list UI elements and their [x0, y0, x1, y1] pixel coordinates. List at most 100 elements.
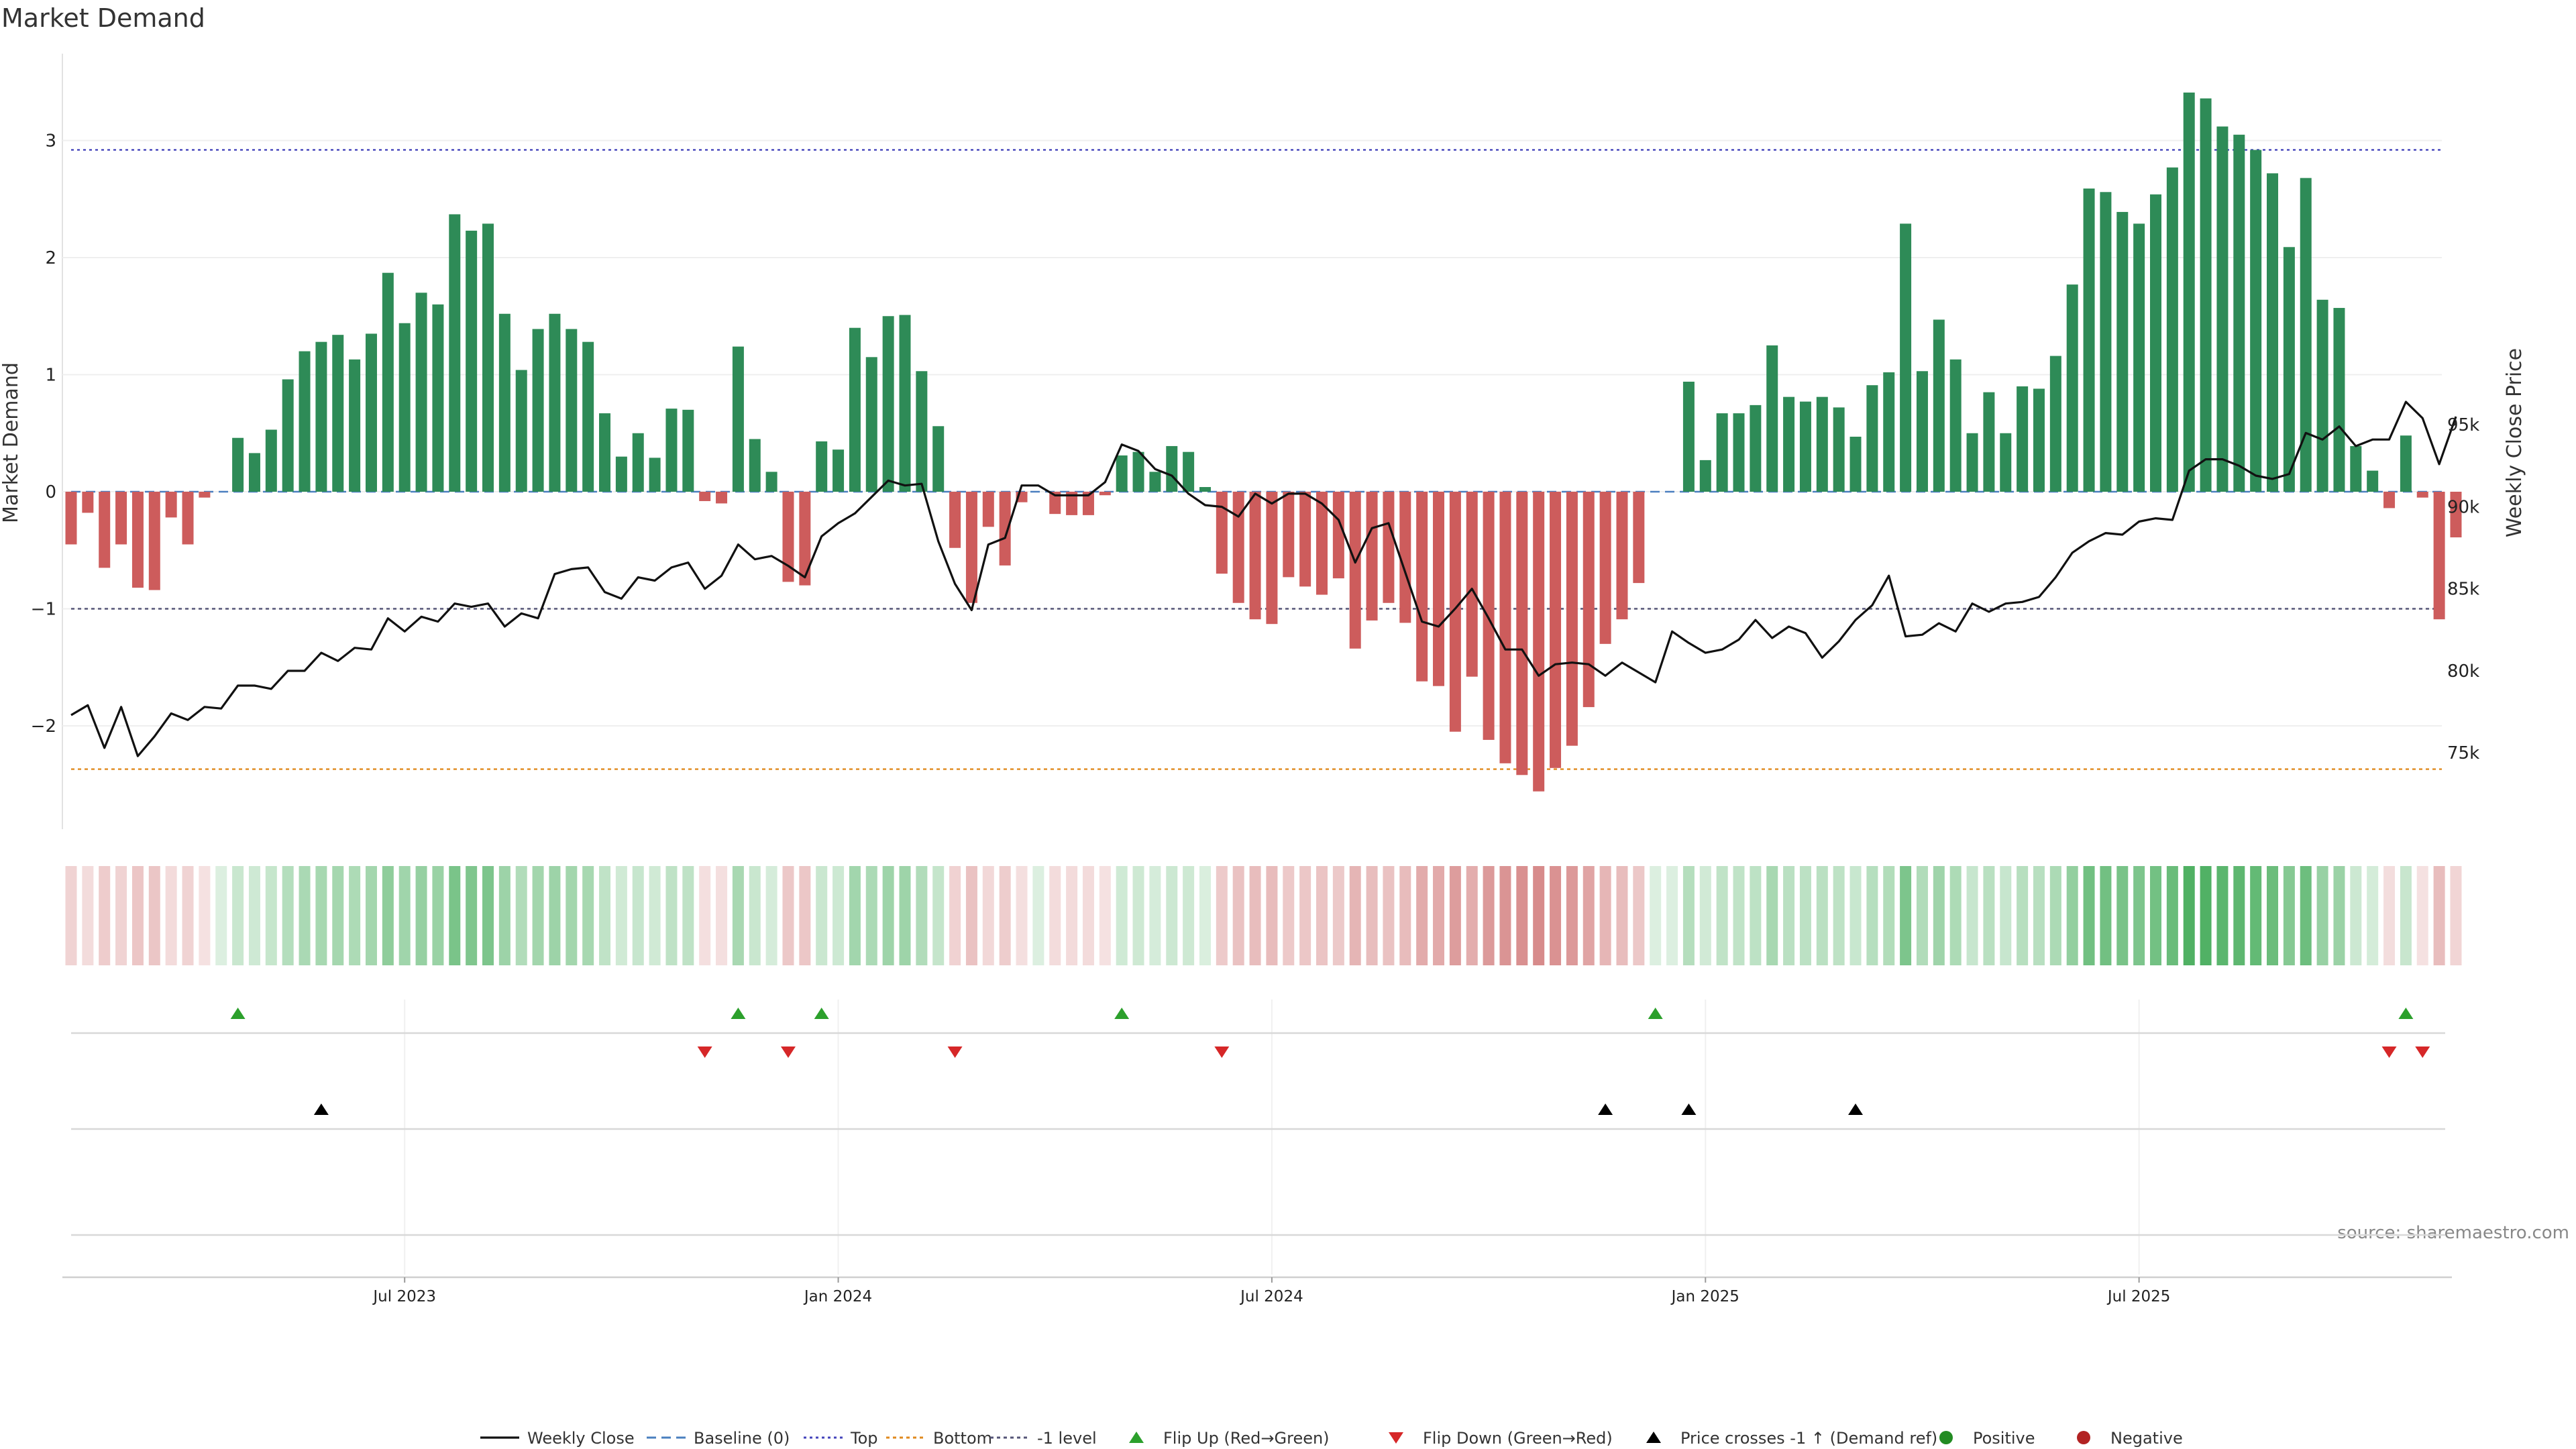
- heat-cell: [1499, 866, 1511, 965]
- chart-title: Market Demand: [1, 3, 205, 33]
- demand-bar: [2049, 356, 2061, 492]
- heat-cell: [1699, 866, 1711, 965]
- heat-cell: [2316, 866, 2328, 965]
- demand-bar: [1399, 492, 1411, 623]
- demand-bar: [2033, 388, 2045, 492]
- legend-item: Flip Down (Green→Red): [1389, 1429, 1613, 1448]
- heat-cell: [415, 866, 427, 965]
- demand-bar: [1682, 381, 1695, 492]
- demand-bar: [131, 492, 144, 588]
- demand-bar: [699, 492, 711, 501]
- demand-bar: [1550, 492, 1562, 768]
- legend-label: Positive: [1973, 1429, 2035, 1448]
- y-tick-label: 0: [45, 482, 56, 502]
- heat-cell: [2216, 866, 2229, 965]
- heat-cell: [2383, 866, 2396, 965]
- demand-bar: [632, 433, 644, 492]
- x-tick-label: Jul 2025: [2106, 1288, 2171, 1305]
- heat-cell: [1166, 866, 1178, 965]
- demand-bar: [415, 292, 427, 492]
- heat-cell: [2183, 866, 2195, 965]
- demand-bar: [1216, 492, 1228, 574]
- heat-cell: [1116, 866, 1128, 965]
- heat-cell: [1983, 866, 1995, 965]
- demand-bar: [1833, 407, 1845, 492]
- heat-cell: [1066, 866, 1078, 965]
- heat-cell: [349, 866, 361, 965]
- heat-cell: [82, 866, 94, 965]
- heat-cell: [1833, 866, 1845, 965]
- legend-item: Negative: [2077, 1429, 2183, 1448]
- heat-cell: [1349, 866, 1361, 965]
- heat-cell: [2367, 866, 2379, 965]
- heat-cell: [1633, 866, 1645, 965]
- demand-bar: [1132, 451, 1144, 492]
- demand-bar: [816, 441, 828, 492]
- demand-bar: [865, 357, 877, 492]
- demand-bar: [1799, 401, 1811, 492]
- demand-bar: [2433, 492, 2445, 620]
- x-tick-label: Jan 2024: [803, 1288, 872, 1305]
- flip-down-marker: [780, 1046, 796, 1058]
- demand-bar: [916, 371, 928, 492]
- heat-cell: [1216, 866, 1228, 965]
- demand-bar: [1816, 396, 1828, 492]
- heat-cell: [2283, 866, 2295, 965]
- legend-label: Weekly Close: [527, 1429, 635, 1448]
- heat-cell: [1716, 866, 1728, 965]
- flip-up-marker: [1114, 1008, 1130, 1019]
- demand-bar: [1716, 413, 1728, 492]
- legend-item: Weekly Close: [480, 1429, 635, 1448]
- demand-bar: [566, 329, 578, 492]
- demand-bar: [1199, 487, 1211, 492]
- demand-bar: [1349, 492, 1361, 649]
- demand-bar: [2283, 247, 2295, 492]
- heat-cell: [1316, 866, 1328, 965]
- demand-bar: [2150, 194, 2161, 492]
- heat-cell: [615, 866, 627, 965]
- heat-cell: [1582, 866, 1595, 965]
- heat-cell: [1533, 866, 1545, 965]
- heat-cell: [1949, 866, 1962, 965]
- demand-bar: [2200, 98, 2212, 492]
- heat-cell: [749, 866, 761, 965]
- heat-cell: [1232, 866, 1244, 965]
- y-tick-label: 1: [45, 366, 56, 386]
- heat-cell: [332, 866, 344, 965]
- heat-cell: [2267, 866, 2279, 965]
- demand-bar: [716, 492, 728, 504]
- demand-bar: [1166, 445, 1178, 492]
- heat-cell: [1199, 866, 1211, 965]
- demand-bar: [2416, 492, 2428, 498]
- heat-cell: [1933, 866, 1945, 965]
- y-tick-label: 2: [45, 248, 56, 268]
- heat-cell: [432, 866, 444, 965]
- demand-bar: [2333, 308, 2345, 492]
- heat-cell: [1566, 866, 1578, 965]
- demand-bar: [2316, 299, 2328, 492]
- heat-cell: [1366, 866, 1378, 965]
- flip-up-marker: [2398, 1008, 2414, 1019]
- heat-cell: [1550, 866, 1562, 965]
- demand-bar: [1883, 372, 1895, 492]
- y2-axis-ticks: 75k 80k 85k 90k 95k: [2447, 415, 2479, 763]
- demand-bar: [582, 341, 594, 492]
- heat-cell: [265, 866, 277, 965]
- heat-cell: [299, 866, 311, 965]
- demand-bar: [332, 335, 344, 492]
- legend-item: -1 level: [990, 1429, 1097, 1448]
- demand-bar: [1466, 492, 1478, 677]
- demand-bar: [1149, 472, 1161, 492]
- source-note: source: sharemaestro.com: [2337, 1223, 2569, 1243]
- demand-bar: [1616, 492, 1628, 620]
- demand-bar: [2216, 126, 2229, 492]
- flip-up-marker: [230, 1008, 246, 1019]
- heat-cell: [382, 866, 394, 965]
- heat-cell: [1032, 866, 1044, 965]
- demand-bar: [1332, 492, 1344, 579]
- heat-cell: [1416, 866, 1428, 965]
- demand-bar: [1633, 492, 1645, 584]
- heat-cell: [665, 866, 678, 965]
- heat-cell: [449, 866, 461, 965]
